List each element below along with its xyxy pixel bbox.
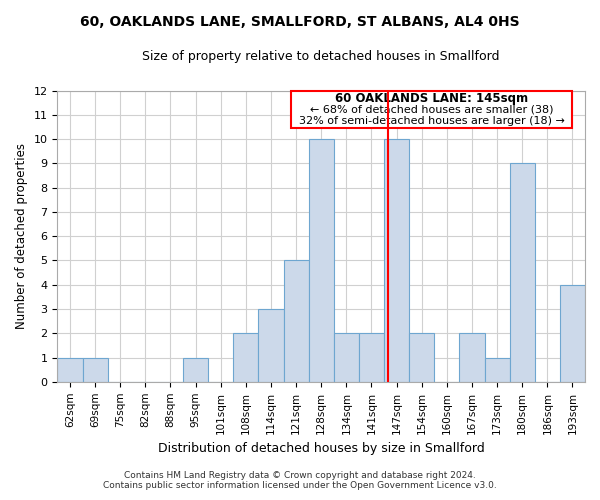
Bar — [384, 139, 409, 382]
X-axis label: Distribution of detached houses by size in Smallford: Distribution of detached houses by size … — [158, 442, 485, 455]
Bar — [485, 358, 509, 382]
Bar — [359, 334, 384, 382]
Text: Contains HM Land Registry data © Crown copyright and database right 2024.
Contai: Contains HM Land Registry data © Crown c… — [103, 470, 497, 490]
Bar — [83, 358, 107, 382]
Text: 32% of semi-detached houses are larger (18) →: 32% of semi-detached houses are larger (… — [299, 116, 565, 126]
Y-axis label: Number of detached properties: Number of detached properties — [15, 143, 28, 329]
Bar — [460, 334, 485, 382]
Bar — [308, 139, 334, 382]
Bar — [291, 90, 572, 128]
Bar — [233, 334, 259, 382]
Bar — [183, 358, 208, 382]
Text: ← 68% of detached houses are smaller (38): ← 68% of detached houses are smaller (38… — [310, 104, 553, 115]
Title: Size of property relative to detached houses in Smallford: Size of property relative to detached ho… — [142, 50, 500, 63]
Bar — [409, 334, 434, 382]
Bar — [58, 358, 83, 382]
Text: 60, OAKLANDS LANE, SMALLFORD, ST ALBANS, AL4 0HS: 60, OAKLANDS LANE, SMALLFORD, ST ALBANS,… — [80, 15, 520, 29]
Bar — [284, 260, 308, 382]
Bar — [509, 164, 535, 382]
Text: 60 OAKLANDS LANE: 145sqm: 60 OAKLANDS LANE: 145sqm — [335, 92, 529, 105]
Bar — [560, 284, 585, 382]
Bar — [334, 334, 359, 382]
Bar — [259, 309, 284, 382]
